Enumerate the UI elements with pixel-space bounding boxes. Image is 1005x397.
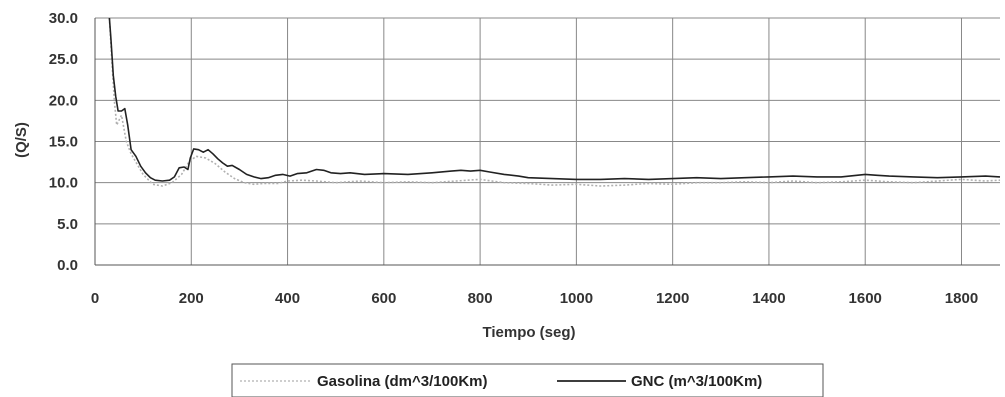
x-tick-labels: 0 200 400 600 800 1000 1200 1400 1600 1800 [91,290,978,307]
plot-area [108,17,1001,187]
y-tick-label: 20.0 [49,92,78,109]
x-axis-title: Tiempo (seg) [482,324,575,341]
y-tick-label: 0.0 [57,257,78,274]
legend: Gasolina (dm^3/100Km) GNC (m^3/100Km) [231,363,824,397]
y-tick-label: 30.0 [49,10,78,27]
gridlines [94,17,1000,266]
x-tick-label: 400 [275,290,300,307]
x-tick-label: 1400 [752,290,785,307]
x-tick-label: 1200 [656,290,689,307]
series-line-gnc [108,17,1001,182]
x-tick-label: 200 [179,290,204,307]
series-line-gasolina [108,17,1001,187]
y-tick-label: 5.0 [57,216,78,233]
y-axis-title: (Q/S) [13,122,30,158]
y-tick-label: 25.0 [49,51,78,68]
x-tick-label: 1000 [560,290,593,307]
legend-box [231,363,824,397]
x-tick-label: 1600 [849,290,882,307]
legend-label-gasolina: Gasolina (dm^3/100Km) [317,373,487,390]
x-tick-label: 600 [371,290,396,307]
y-tick-label: 10.0 [49,175,78,192]
x-tick-label: 800 [468,290,493,307]
legend-label-gnc: GNC (m^3/100Km) [631,373,762,390]
x-tick-label: 0 [91,290,99,307]
x-tick-label: 1800 [945,290,978,307]
y-tick-labels: 0.0 5.0 10.0 15.0 20.0 25.0 30.0 [49,10,78,274]
y-tick-label: 15.0 [49,134,78,151]
